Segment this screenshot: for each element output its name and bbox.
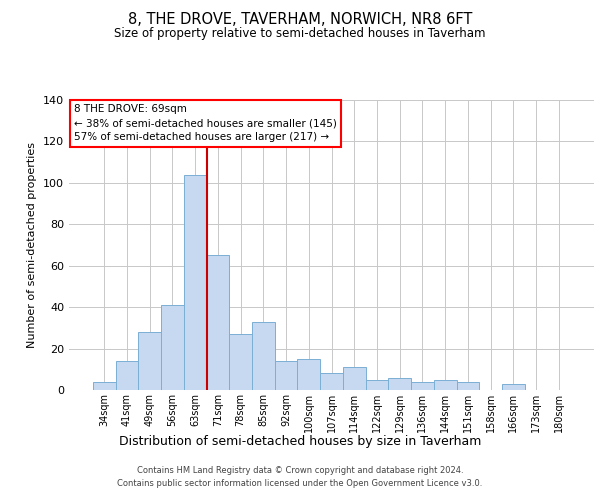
- Bar: [229, 334, 252, 390]
- Text: Size of property relative to semi-detached houses in Taverham: Size of property relative to semi-detach…: [114, 28, 486, 40]
- Bar: [275, 361, 298, 390]
- Bar: [206, 256, 229, 390]
- Bar: [343, 367, 365, 390]
- Bar: [116, 361, 139, 390]
- Text: 8 THE DROVE: 69sqm
← 38% of semi-detached houses are smaller (145)
57% of semi-d: 8 THE DROVE: 69sqm ← 38% of semi-detache…: [74, 104, 337, 142]
- Bar: [252, 322, 275, 390]
- Bar: [139, 332, 161, 390]
- Bar: [502, 384, 524, 390]
- Bar: [411, 382, 434, 390]
- Bar: [93, 382, 116, 390]
- Text: 8, THE DROVE, TAVERHAM, NORWICH, NR8 6FT: 8, THE DROVE, TAVERHAM, NORWICH, NR8 6FT: [128, 12, 472, 28]
- Bar: [298, 359, 320, 390]
- Bar: [434, 380, 457, 390]
- Bar: [457, 382, 479, 390]
- Bar: [320, 374, 343, 390]
- Text: Contains HM Land Registry data © Crown copyright and database right 2024.
Contai: Contains HM Land Registry data © Crown c…: [118, 466, 482, 487]
- Bar: [161, 305, 184, 390]
- Bar: [388, 378, 411, 390]
- Y-axis label: Number of semi-detached properties: Number of semi-detached properties: [28, 142, 37, 348]
- Bar: [184, 174, 206, 390]
- Bar: [365, 380, 388, 390]
- Text: Distribution of semi-detached houses by size in Taverham: Distribution of semi-detached houses by …: [119, 435, 481, 448]
